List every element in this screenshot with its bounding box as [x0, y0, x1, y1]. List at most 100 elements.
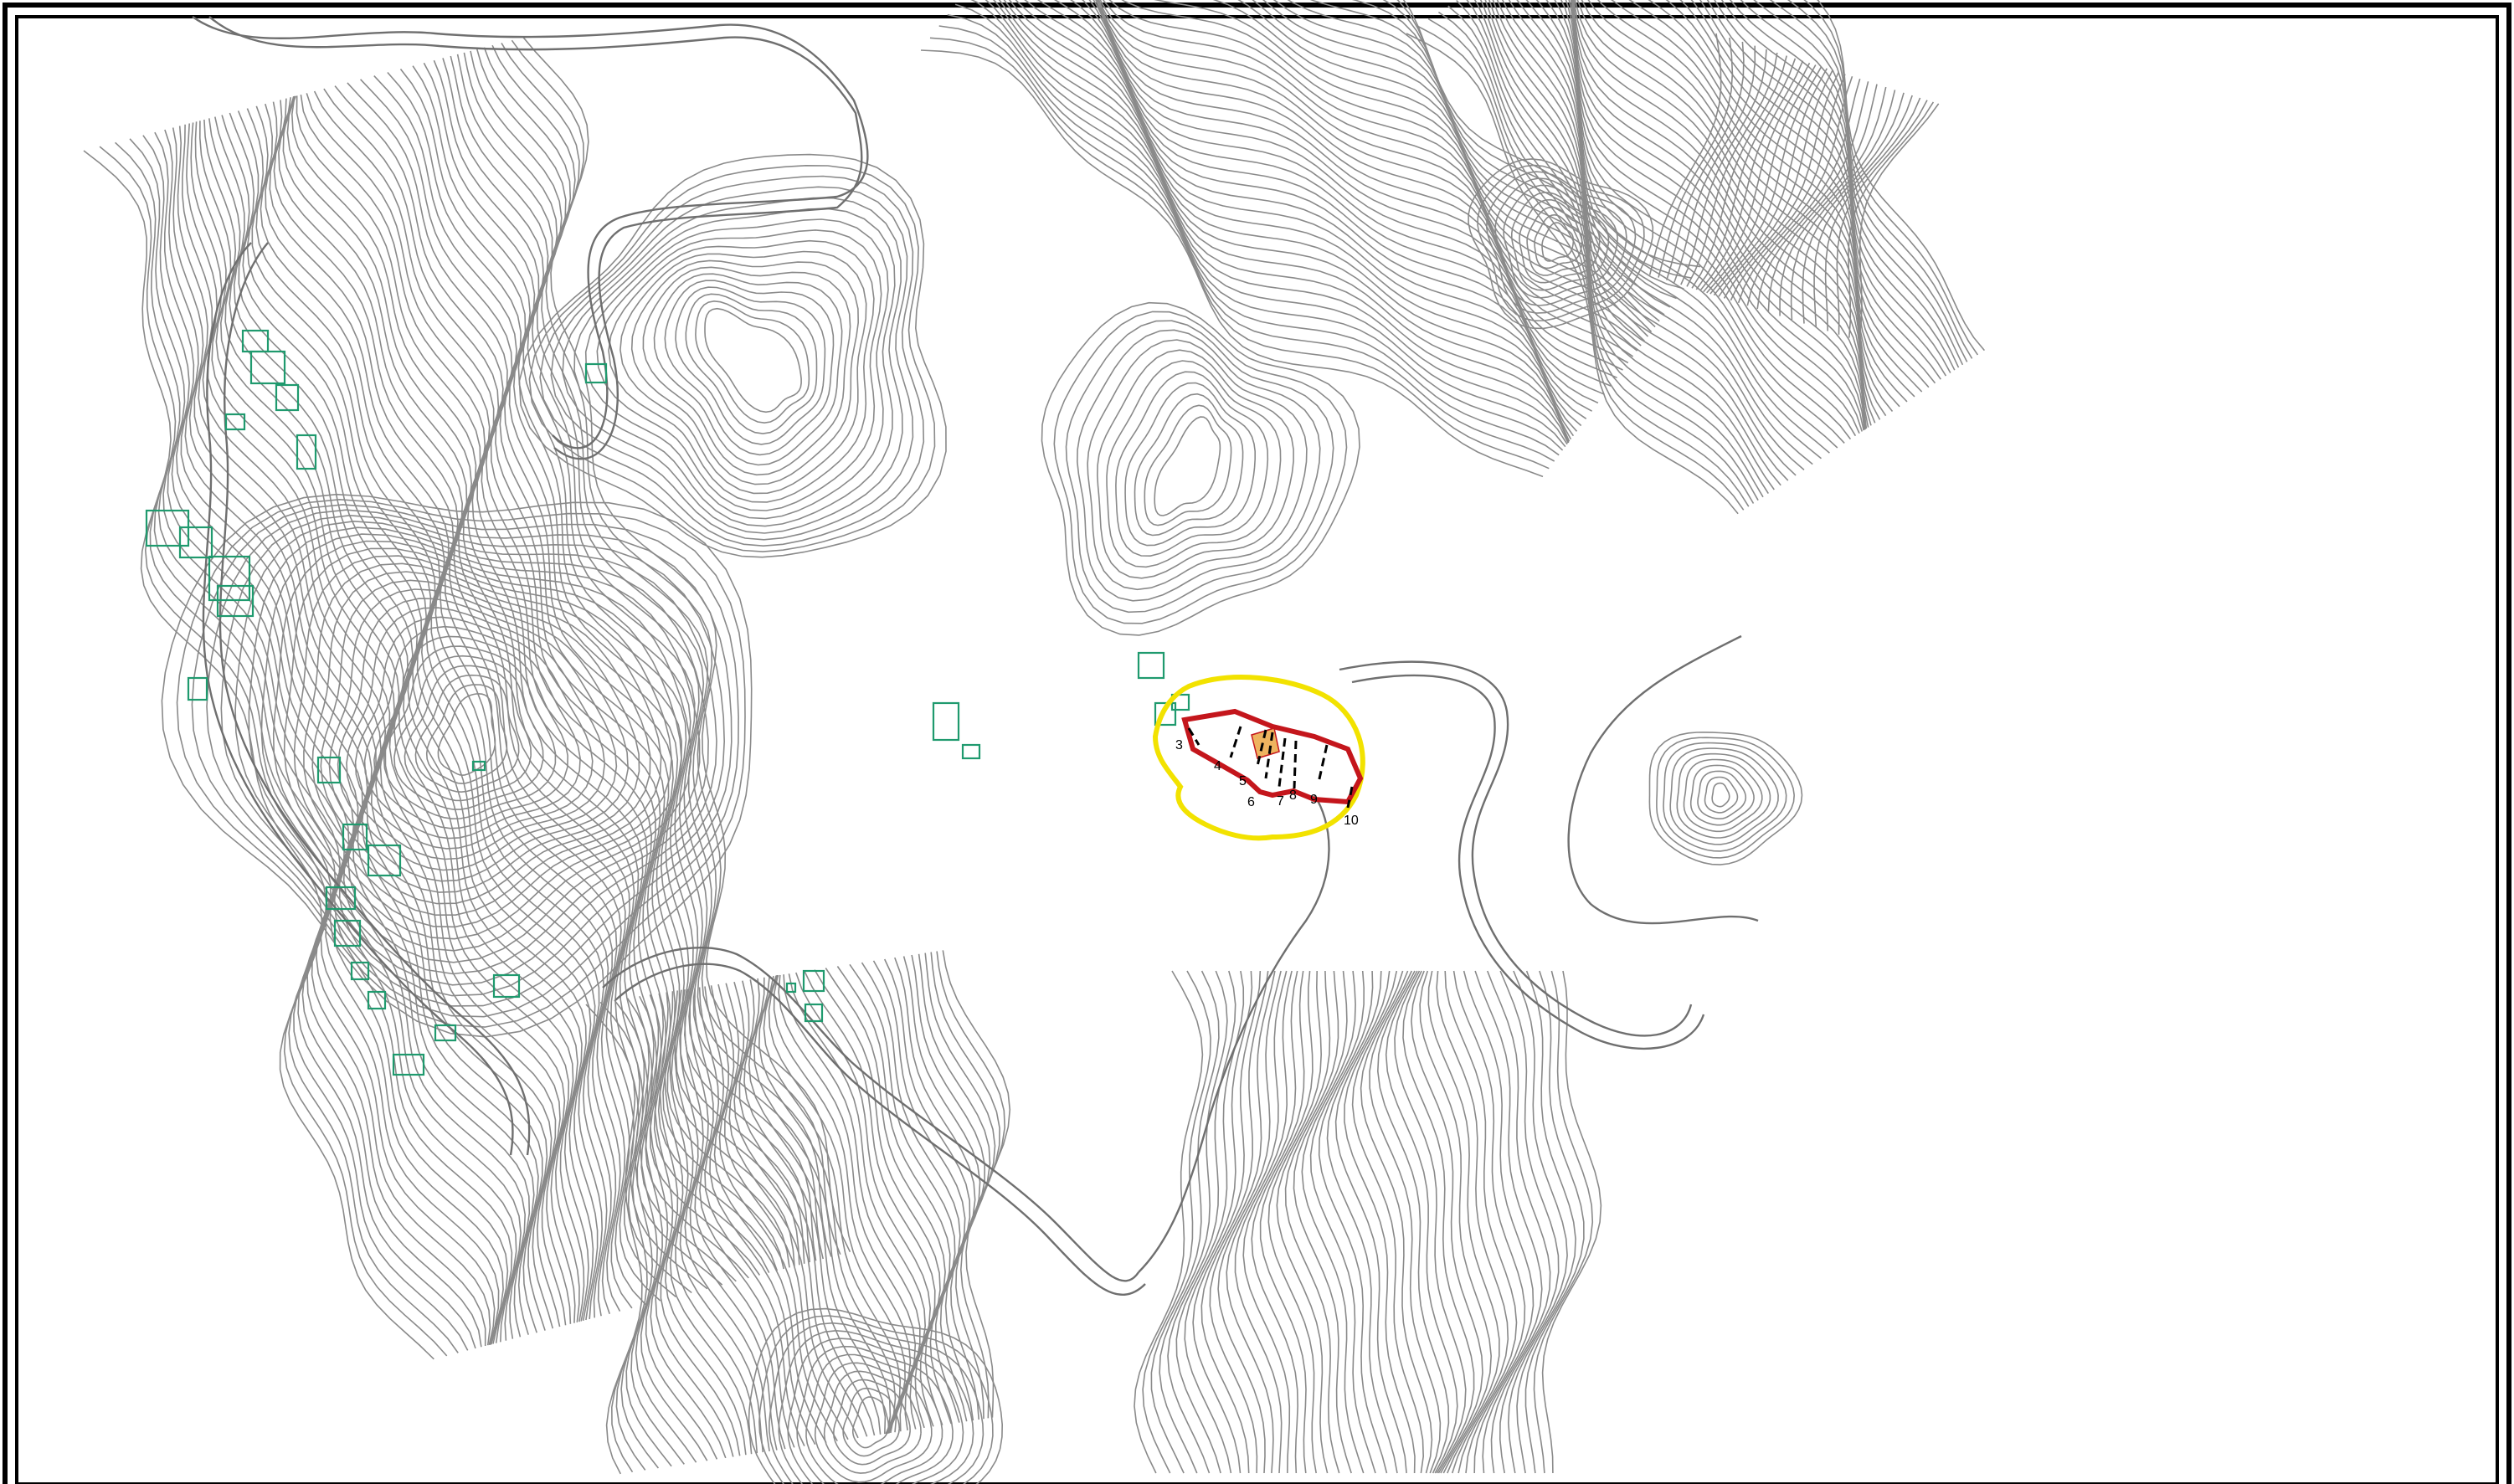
contour-line [1226, 970, 1288, 1474]
contour-line [1746, 78, 1861, 306]
contour-line [1053, 0, 1572, 440]
contour-line [584, 218, 889, 520]
road-center [602, 946, 1139, 1282]
contour-line [1406, 33, 1739, 515]
contour-line [1287, 0, 1665, 316]
contour-line [1301, 970, 1365, 1474]
contour-line [328, 588, 630, 882]
contour-line [920, 49, 1544, 478]
contour-line [1360, 970, 1433, 1474]
contour-line [1756, 81, 1869, 310]
contour-line [283, 547, 682, 940]
contour-line [242, 101, 561, 1327]
contour-line [1103, 0, 1629, 364]
contour-line [954, 3, 1564, 451]
contour-line [1344, 970, 1416, 1474]
contour-line [1699, 0, 1936, 384]
contour-line [1729, 0, 1956, 371]
contour-line [1402, 970, 1475, 1474]
contour-line [1663, 742, 1787, 852]
contour-line [164, 129, 486, 1346]
contour-line [894, 957, 976, 1425]
contour-line [1217, 970, 1282, 1474]
contour-line [1499, 970, 1560, 1474]
contour-line [311, 571, 651, 905]
contour-line [1516, 970, 1576, 1474]
contour-line [1167, 970, 1236, 1474]
contour-line [442, 58, 784, 1270]
contour-line [1486, 970, 1551, 1474]
contour-line [1394, 970, 1467, 1474]
contour-line [778, 974, 917, 1435]
section-label-10: 10 [1344, 814, 1359, 828]
contour-line [1106, 360, 1282, 568]
contour-line [412, 65, 761, 1276]
section-line-5 [1256, 729, 1267, 767]
contour-line [1466, 0, 1769, 495]
contour-line [1416, 25, 1745, 511]
contour-line [849, 963, 956, 1430]
building-outline [216, 584, 254, 618]
contour-line [814, 969, 941, 1433]
contour-line [373, 75, 723, 1286]
contour-line [1252, 0, 1653, 333]
section-line-3 [1187, 727, 1200, 746]
contour-line [161, 493, 753, 1038]
contour-line [783, 974, 921, 1435]
contour-line [1492, 0, 1805, 471]
contour-line [129, 138, 469, 1351]
road-site-access [1138, 794, 1330, 1273]
section-line-4 [1229, 726, 1242, 758]
contour-line [1666, 41, 1745, 280]
building-outline [316, 756, 342, 784]
contour-line [1507, 970, 1568, 1474]
section-label-7: 7 [1277, 794, 1284, 809]
contour-line [1689, 764, 1755, 826]
section-line-7 [1278, 737, 1287, 788]
building-outline [275, 383, 300, 412]
contour-line [1175, 970, 1245, 1474]
contour-line [763, 975, 902, 1434]
section-label-4: 4 [1214, 759, 1221, 773]
contour-line [115, 141, 459, 1353]
building-outline [208, 555, 251, 602]
road-center-b [614, 963, 1146, 1296]
contour-line [1706, 64, 1817, 294]
road-far-east [1567, 634, 1759, 925]
contour-line [929, 37, 1550, 470]
contour-line [562, 197, 903, 534]
contour-line [1571, 0, 1866, 430]
section-lines [1187, 726, 1354, 809]
contour-line [290, 95, 612, 1317]
contour-line [1474, 970, 1543, 1474]
contour-line [1463, 970, 1535, 1474]
contour-line [1150, 970, 1220, 1474]
building-outlines [145, 329, 1190, 1076]
contour-line [1573, 0, 1868, 429]
section-line-9 [1317, 744, 1329, 783]
contour-line [653, 273, 843, 466]
contour-line [1427, 970, 1500, 1474]
building-outline [802, 969, 825, 993]
contour-line [1576, 0, 1872, 426]
contour-line [883, 958, 971, 1425]
contour-line [1272, 0, 1660, 322]
contour-line [768, 975, 906, 1434]
contour-line [758, 974, 897, 1434]
contour-line [1706, 0, 1941, 380]
contour-line [303, 562, 662, 916]
contour-line [733, 975, 868, 1437]
contour-line [1665, 0, 1915, 398]
contour-line [1376, 970, 1450, 1474]
contour-line [669, 988, 753, 1455]
building-outline [342, 823, 368, 851]
contour-line [1714, 0, 1947, 377]
contour-line [1488, 0, 1797, 476]
building-outline [471, 760, 486, 772]
contour-line [1658, 37, 1734, 278]
contour-line [1041, 301, 1360, 636]
contour-line [1541, 222, 1575, 262]
contour-line [642, 266, 851, 476]
contour-line [936, 951, 1006, 1419]
contour-line [1334, 970, 1407, 1474]
